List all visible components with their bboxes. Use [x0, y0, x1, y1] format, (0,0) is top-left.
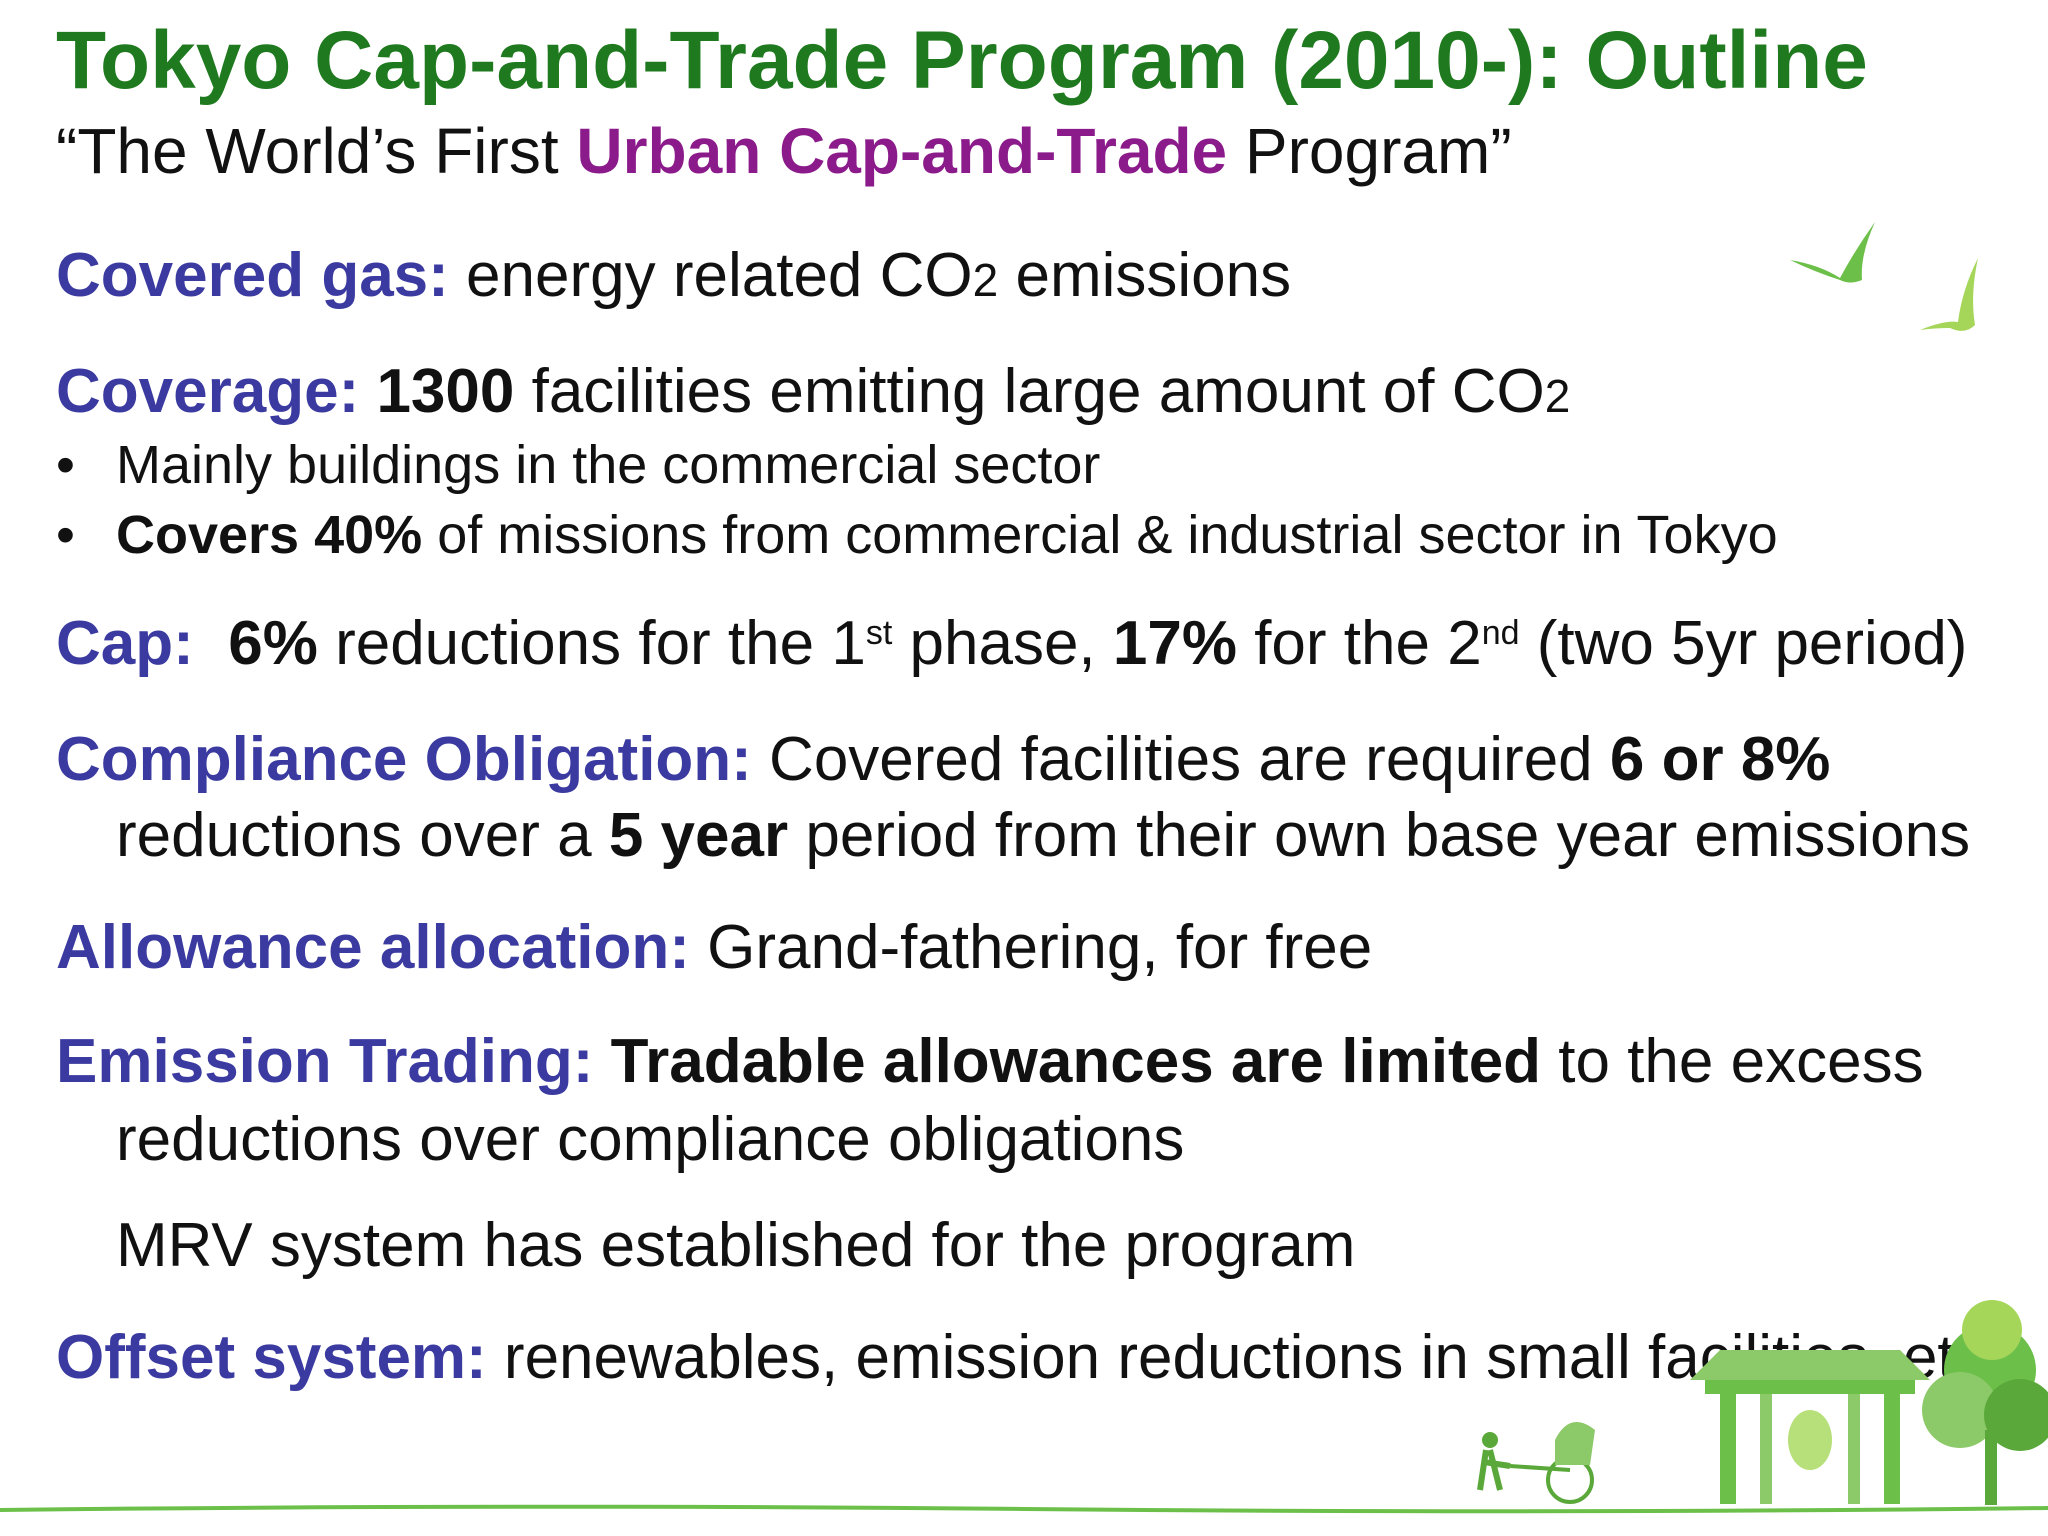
covered-gas-text: energy related CO	[448, 241, 973, 310]
bullet-dot: •	[56, 505, 75, 565]
trading-bold: Tradable allowances are limited	[593, 1027, 1542, 1096]
mrv-row: MRV system has established for the progr…	[116, 1210, 1355, 1281]
coverage-subscript: 2	[1544, 370, 1571, 422]
compliance-label: Compliance Obligation:	[56, 725, 752, 794]
compliance-bold1: 6 or 8%	[1609, 725, 1831, 794]
coverage-label: Coverage:	[56, 357, 360, 426]
compliance-bold2: 5 year	[608, 801, 789, 870]
subtitle-accent: Urban Cap-and-Trade	[576, 115, 1228, 187]
bullet-text: Mainly buildings in the commercial secto…	[116, 435, 1101, 495]
coverage-text: facilities emitting large amount of CO	[514, 357, 1545, 426]
cap-text1: reductions for the 1	[317, 609, 866, 678]
tokyo-scenery-icon	[1477, 1300, 2048, 1505]
compliance-text3: period from their own base year emission…	[788, 801, 1971, 870]
bullet-bold: Covers 40%	[116, 505, 423, 565]
slide-subtitle: “The World’s First Urban Cap-and-Trade P…	[56, 114, 1512, 188]
allocation-text: Grand-fathering, for free	[689, 913, 1373, 982]
cap-text3: for the 2	[1236, 609, 1482, 678]
compliance-text1: Covered facilities are required	[751, 725, 1610, 794]
bullet-text: of missions from commercial & industrial…	[422, 505, 1778, 565]
slide-title: Tokyo Cap-and-Trade Program (2010-): Out…	[56, 15, 1868, 106]
cap-sup1: st	[865, 614, 893, 652]
compliance-row: Compliance Obligation: Covered facilitie…	[56, 724, 1830, 795]
covered-gas-text2: emissions	[998, 241, 1292, 310]
allocation-label: Allowance allocation:	[56, 913, 690, 982]
trading-label: Emission Trading:	[56, 1027, 594, 1096]
covered-gas-label: Covered gas:	[56, 241, 449, 310]
cap-label: Cap:	[56, 609, 194, 678]
cap-text4: (two 5yr period)	[1519, 609, 1968, 678]
ground-line	[0, 1504, 2048, 1514]
coverage-bullet: • Mainly buildings in the commercial sect…	[56, 434, 1100, 496]
covered-gas-row: Covered gas: energy related CO2 emission…	[56, 240, 1291, 311]
bullet-dot: •	[56, 435, 75, 495]
coverage-row: Coverage: 1300 facilities emitting large…	[56, 356, 1570, 427]
cap-pct2: 17%	[1112, 609, 1237, 678]
coverage-bullet: • Covers 40% of missions from commercial …	[56, 504, 1778, 566]
subtitle-close: Program”	[1227, 115, 1512, 187]
cap-pct1: 6%	[228, 609, 318, 678]
cap-sup2: nd	[1481, 614, 1520, 652]
trading-row: Emission Trading: Tradable allowances ar…	[56, 1026, 1924, 1097]
compliance-text2: reductions over a	[116, 801, 609, 870]
subtitle-open: “The World’s First	[56, 115, 577, 187]
coverage-count: 1300	[359, 357, 515, 426]
cap-row: Cap: 6% reductions for the 1st phase, 17…	[56, 608, 1967, 679]
trading-text2: reductions over compliance obligations	[116, 1105, 1185, 1174]
compliance-row-2: reductions over a 5 year period from the…	[116, 800, 1970, 871]
allocation-row: Allowance allocation: Grand-fathering, f…	[56, 912, 1372, 983]
cap-text2: phase,	[892, 609, 1113, 678]
birds-icon	[1790, 222, 1978, 331]
trading-text1: to the excess	[1541, 1027, 1924, 1096]
offset-label: Offset system:	[56, 1323, 487, 1392]
mrv-text: MRV system has established for the progr…	[116, 1211, 1356, 1280]
trading-row-2: reductions over compliance obligations	[116, 1104, 1184, 1175]
covered-gas-subscript: 2	[972, 254, 999, 306]
